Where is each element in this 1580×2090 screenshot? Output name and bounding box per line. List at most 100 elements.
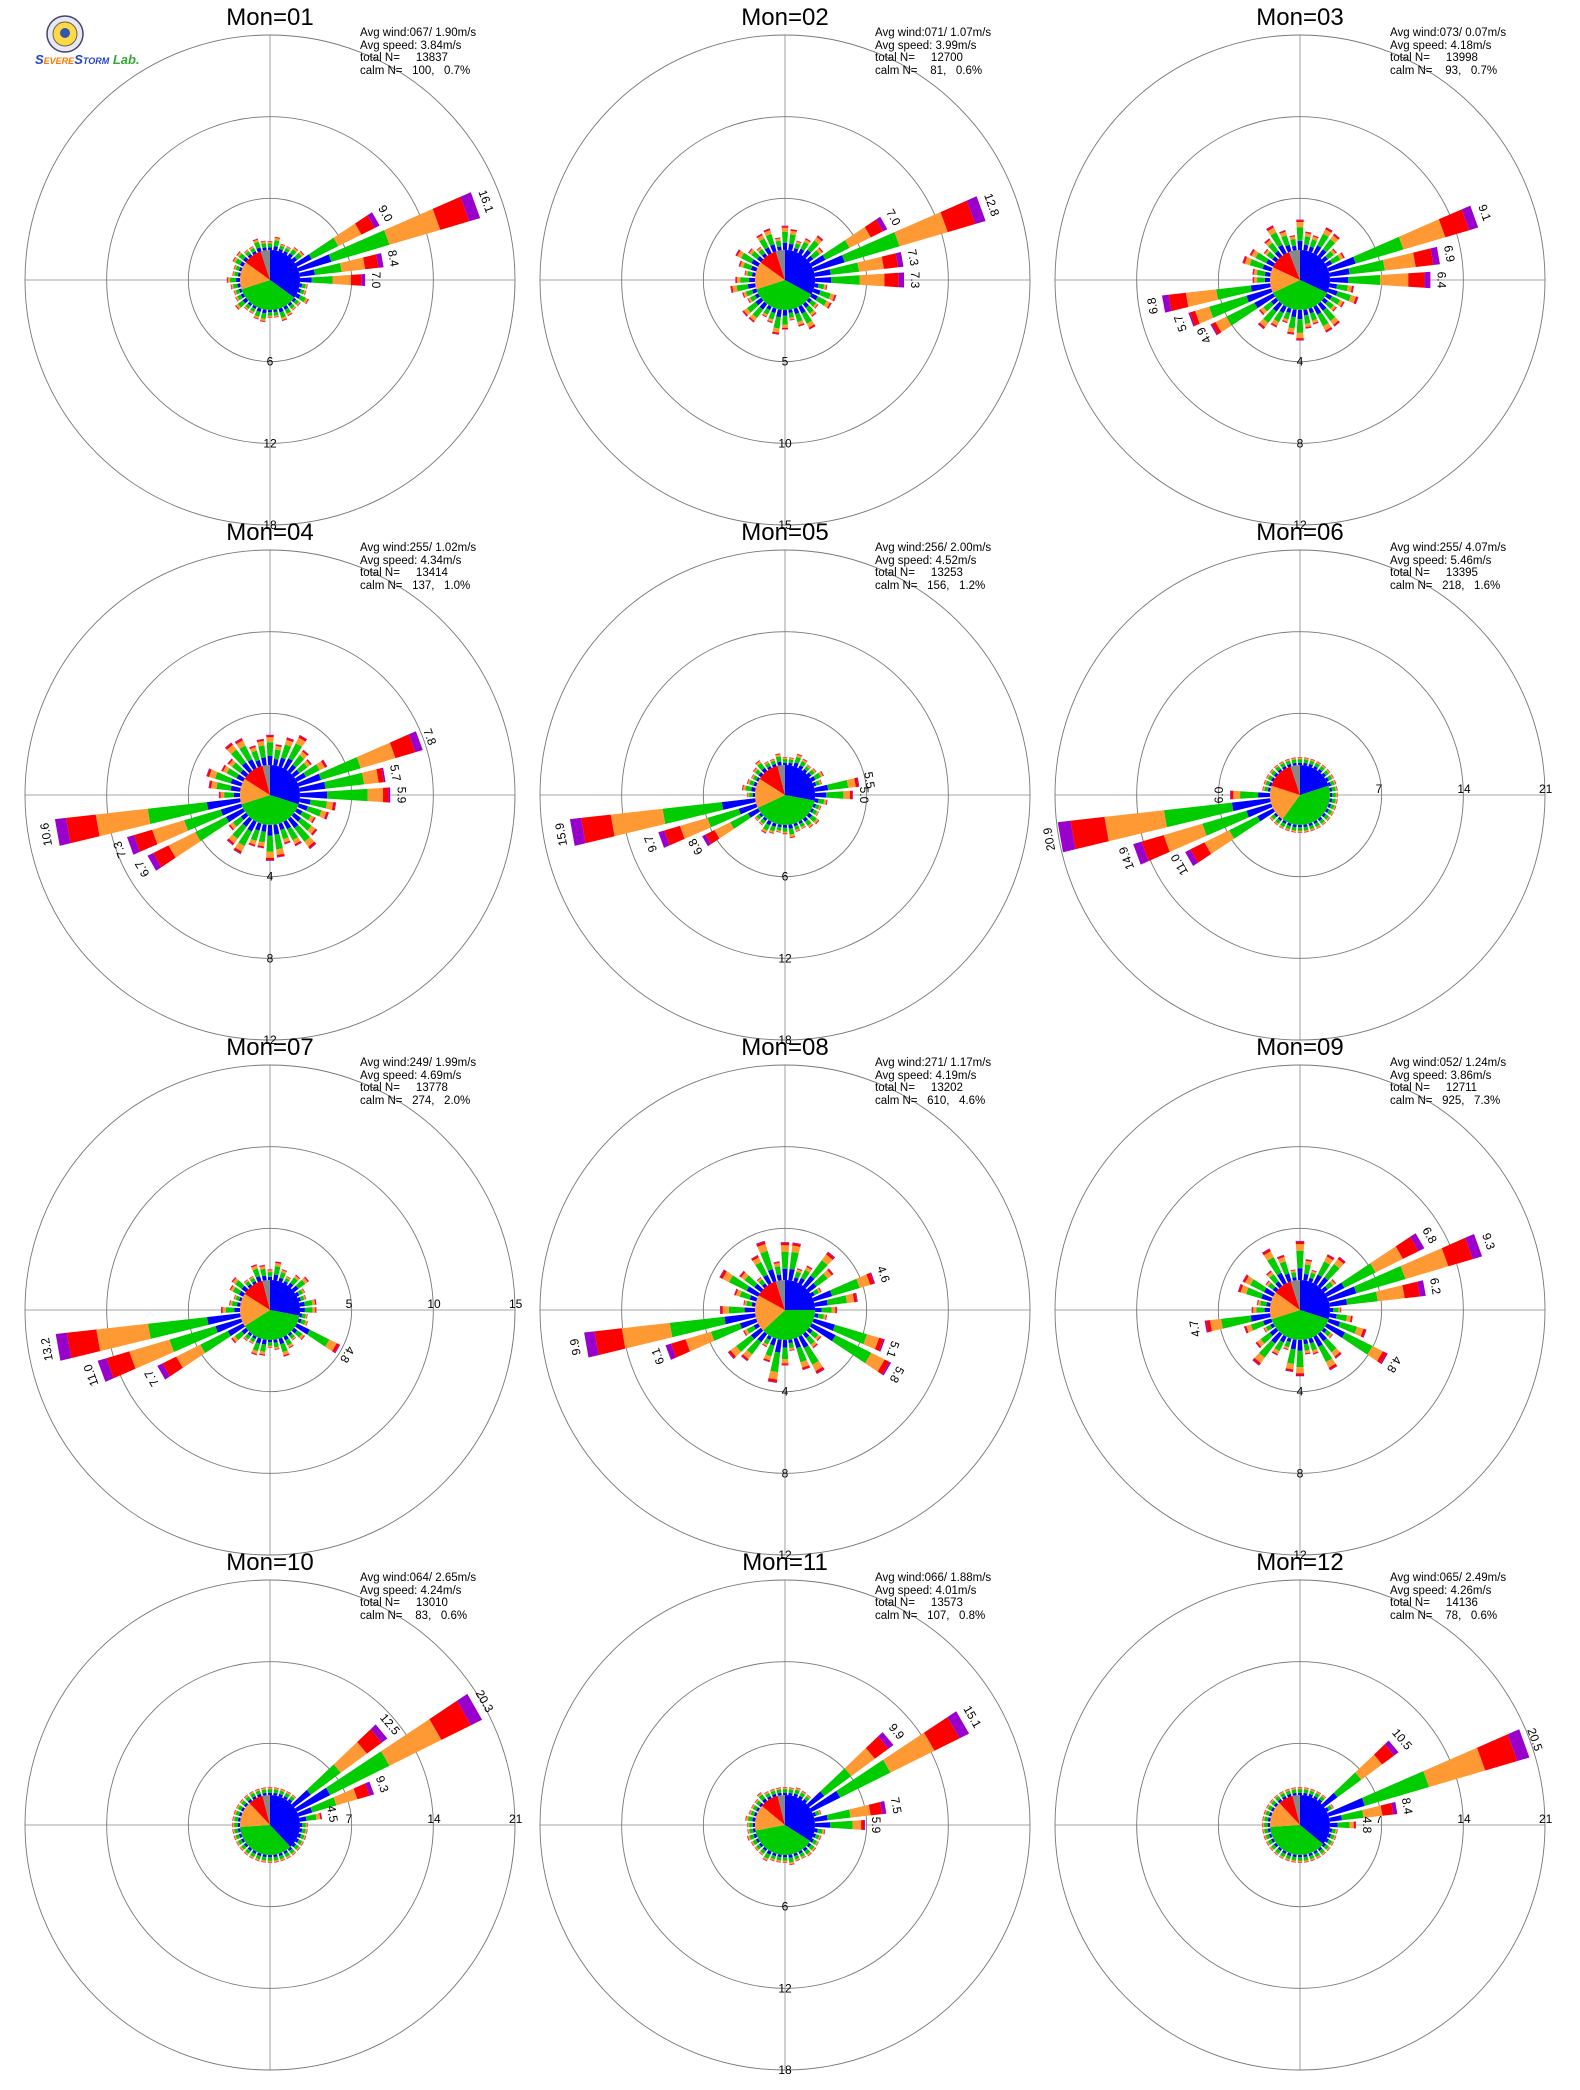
wind-bar-segment — [817, 1313, 824, 1320]
wind-bar-segment — [817, 1828, 823, 1834]
wind-bar-segment — [753, 1833, 758, 1839]
wind-bar-segment — [815, 296, 827, 306]
wind-bar-segment — [806, 764, 811, 769]
wind-bar-segment — [743, 262, 753, 270]
wind-bar-segment — [305, 1829, 308, 1834]
bars-group: 7.0 12.87.37.3 — [730, 191, 1002, 335]
wind-bar-segment — [306, 806, 322, 817]
wind-bar-segment — [1331, 1828, 1336, 1834]
wind-bar-segment — [827, 1251, 836, 1259]
wind-bar-segment — [788, 1792, 793, 1796]
wind-bar-segment — [764, 230, 772, 237]
wind-bar-segment — [621, 1322, 673, 1349]
wind-bar-segment — [245, 251, 251, 257]
wind-bar-segment — [788, 1789, 794, 1794]
wind-bar-segment — [66, 814, 100, 844]
wind-bar-segment — [1295, 1241, 1305, 1244]
wind-bar-segment — [747, 792, 748, 798]
wind-bar-segment — [1265, 1810, 1271, 1816]
wind-bar-segment — [809, 299, 817, 307]
wind-bar-segment — [1330, 305, 1336, 311]
wind-bar-segment — [255, 1854, 261, 1860]
wind-bar-segment — [802, 1798, 808, 1804]
wind-bar-segment — [1264, 1816, 1269, 1822]
bar-value-label: 6.8 — [1144, 296, 1161, 315]
wind-bar-segment — [254, 310, 261, 317]
wind-bar-segment — [1297, 1787, 1303, 1788]
wind-bar-segment — [305, 1321, 308, 1326]
wind-bar-segment — [252, 305, 257, 309]
wind-bar-segment — [751, 1302, 756, 1307]
wind-bar-segment — [749, 1822, 753, 1828]
wind-bar-segment — [297, 1289, 304, 1296]
wind-bar-segment — [1266, 1841, 1269, 1846]
wind-bar-segment — [798, 323, 805, 327]
wind-bar-segment — [274, 315, 279, 318]
wind-bar-segment — [1297, 1860, 1303, 1863]
wind-bar-segment — [1264, 1810, 1267, 1815]
wind-bar-segment — [1325, 227, 1333, 233]
bar-value-label: 6.4 — [1435, 272, 1449, 289]
wind-bar-segment — [781, 327, 789, 329]
wind-bar-segment — [267, 824, 273, 836]
wind-bar-segment — [782, 833, 788, 834]
wind-bar-segment — [1285, 759, 1290, 762]
bars-group: 11.014.920.96.0 — [1040, 757, 1338, 878]
wind-bar-segment — [262, 247, 267, 251]
wind-bar-segment — [852, 790, 853, 800]
wind-bar-segment — [827, 1268, 834, 1276]
wind-bar-segment — [776, 1856, 782, 1861]
wind-bar-segment — [231, 1338, 236, 1344]
wind-bar-segment — [749, 249, 755, 255]
wind-bar-segment — [790, 230, 797, 236]
wind-bar-segment — [1304, 1352, 1311, 1355]
stat-calm: calm N= 81, 0.6% — [875, 64, 983, 77]
wind-bar-segment — [1284, 1340, 1291, 1348]
wind-bar-segment — [265, 857, 275, 860]
wind-bar-segment — [826, 284, 828, 290]
wind-bar-segment — [1308, 1337, 1314, 1344]
wind-bar-segment — [1352, 286, 1354, 293]
wind-bar-segment — [1327, 1833, 1332, 1838]
ring-label: 4 — [782, 1385, 789, 1399]
pie-slice — [1289, 250, 1300, 280]
pie-slice — [240, 1825, 291, 1855]
wind-bar-segment — [1329, 1307, 1334, 1313]
wind-bar-segment — [240, 812, 249, 821]
stat-avg-speed: Avg speed: 4.69m/s — [360, 1069, 462, 1082]
wind-bar-segment — [1269, 1846, 1274, 1851]
pie-slice — [240, 1293, 270, 1327]
wind-bar-segment — [273, 309, 278, 313]
wind-bar-segment — [1323, 1338, 1337, 1353]
wind-bar-segment — [1297, 1268, 1303, 1281]
wind-bar-segment — [274, 1787, 279, 1789]
wind-bar-segment — [1312, 1351, 1319, 1355]
wind-bar-segment — [1317, 1277, 1329, 1289]
wind-bar-segment — [756, 1844, 762, 1850]
wind-bar-segment — [261, 1861, 266, 1863]
wind-bar-segment — [1273, 1794, 1278, 1798]
wind-bar-segment — [802, 1365, 810, 1370]
wind-bar-segment — [789, 757, 794, 759]
stat-avg-wind: Avg wind:067/ 1.90m/s — [360, 27, 477, 39]
wind-bar-segment — [763, 1359, 770, 1363]
wind-bar-segment — [233, 264, 236, 270]
wind-bar-segment — [743, 291, 748, 298]
wind-bar-segment — [758, 822, 763, 826]
wind-bar-segment — [793, 1277, 799, 1283]
wind-bar-segment — [793, 248, 799, 253]
wind-bar-segment — [1370, 1246, 1403, 1273]
wind-bar-segment — [1269, 1798, 1273, 1803]
wind-bar-segment — [291, 1842, 297, 1848]
wind-bar-segment — [1257, 1339, 1265, 1347]
wind-bar-segment — [295, 842, 302, 847]
wind-bar-segment — [774, 1266, 781, 1276]
windrose-panel: Mon=10 7 14 21 12.5 20.3 9.3 4.5 Avg wind:064/ 2… — [10, 1549, 530, 2075]
wind-bar-segment — [239, 1798, 243, 1803]
wind-bar-segment — [361, 274, 366, 286]
wind-bar-segment — [1304, 757, 1309, 759]
stats-box: Avg wind:249/ 1.99m/s Avg speed: 4.69m/s t… — [360, 1057, 510, 1107]
pie-slice — [775, 1280, 785, 1310]
wind-bar-segment — [333, 1788, 358, 1806]
wind-bar-segment — [806, 772, 812, 778]
